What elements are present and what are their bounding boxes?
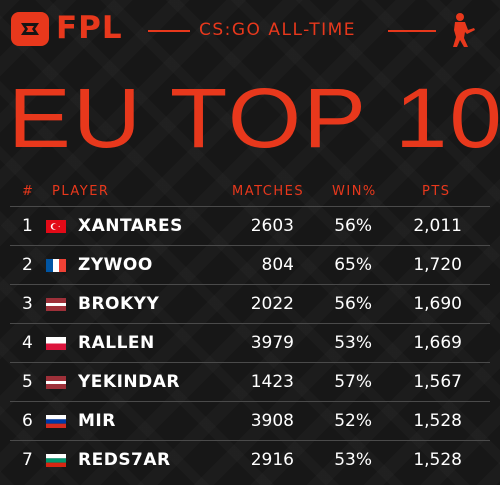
bulgaria-flag-icon — [46, 454, 66, 467]
table-header: # PLAYER MATCHES WIN% PTS — [10, 178, 490, 206]
row-player: MIR — [78, 411, 116, 431]
page-title: EU TOP 10 — [8, 71, 500, 165]
row-player: YEKINDAR — [78, 372, 181, 392]
leaderboard-table: # PLAYER MATCHES WIN% PTS 1 XANTARES 260… — [10, 178, 490, 479]
row-win: 57% — [334, 372, 372, 392]
row-pts: 1,528 — [413, 450, 462, 470]
row-matches: 2603 — [250, 216, 294, 236]
logo-text: FPL — [56, 10, 123, 46]
row-win: 56% — [334, 216, 372, 236]
header-matches: MATCHES — [232, 184, 305, 199]
row-win: 53% — [334, 333, 372, 353]
row-rank: 5 — [22, 372, 33, 392]
row-rank: 2 — [22, 255, 33, 275]
table-row: 7 REDS7AR 2916 53% 1,528 — [10, 440, 490, 479]
row-pts: 1,669 — [413, 333, 462, 353]
header-player: PLAYER — [52, 184, 110, 199]
header-pts: PTS — [422, 184, 451, 199]
header-subtitle: CS:GO ALL-TIME — [199, 20, 356, 40]
row-matches: 1423 — [250, 372, 294, 392]
row-rank: 4 — [22, 333, 33, 353]
row-player: RALLEN — [78, 333, 155, 353]
row-matches: 3908 — [250, 411, 294, 431]
row-rank: 7 — [22, 450, 33, 470]
table-row: 1 XANTARES 2603 56% 2,011 — [10, 206, 490, 245]
russia-flag-icon — [46, 415, 66, 428]
row-rank: 1 — [22, 216, 33, 236]
fpl-badge-glyph — [21, 23, 39, 35]
poland-flag-icon — [46, 337, 66, 350]
france-flag-icon — [46, 259, 66, 272]
row-pts: 1,528 — [413, 411, 462, 431]
row-win: 65% — [334, 255, 372, 275]
header-win: WIN% — [332, 184, 377, 199]
table-row: 2 ZYWOO 804 65% 1,720 — [10, 245, 490, 284]
row-pts: 1,720 — [413, 255, 462, 275]
row-win: 56% — [334, 294, 372, 314]
header: FPL CS:GO ALL-TIME — [0, 0, 500, 52]
row-player: XANTARES — [78, 216, 183, 236]
row-matches: 804 — [261, 255, 294, 275]
row-player: REDS7AR — [78, 450, 171, 470]
row-matches: 2022 — [250, 294, 294, 314]
row-win: 53% — [334, 450, 372, 470]
table-row: 3 BROKYY 2022 56% 1,690 — [10, 284, 490, 323]
counter-terrorist-soldier-icon — [453, 13, 475, 47]
header-rank: # — [22, 184, 35, 199]
row-rank: 6 — [22, 411, 33, 431]
table-row: 5 YEKINDAR 1423 57% 1,567 — [10, 362, 490, 401]
table-row: 6 MIR 3908 52% 1,528 — [10, 401, 490, 440]
row-rank: 3 — [22, 294, 33, 314]
row-pts: 2,011 — [413, 216, 462, 236]
row-player: BROKYY — [78, 294, 160, 314]
latvia-flag-icon — [46, 298, 66, 311]
header-divider-right — [388, 30, 436, 32]
latvia-flag-icon — [46, 376, 66, 389]
fpl-badge-icon — [11, 12, 49, 46]
row-matches: 3979 — [250, 333, 294, 353]
turkey-flag-icon — [46, 220, 66, 233]
header-divider-left — [148, 30, 190, 32]
row-player: ZYWOO — [78, 255, 153, 275]
row-matches: 2916 — [250, 450, 294, 470]
table-row: 4 RALLEN 3979 53% 1,669 — [10, 323, 490, 362]
row-win: 52% — [334, 411, 372, 431]
row-pts: 1,567 — [413, 372, 462, 392]
row-pts: 1,690 — [413, 294, 462, 314]
